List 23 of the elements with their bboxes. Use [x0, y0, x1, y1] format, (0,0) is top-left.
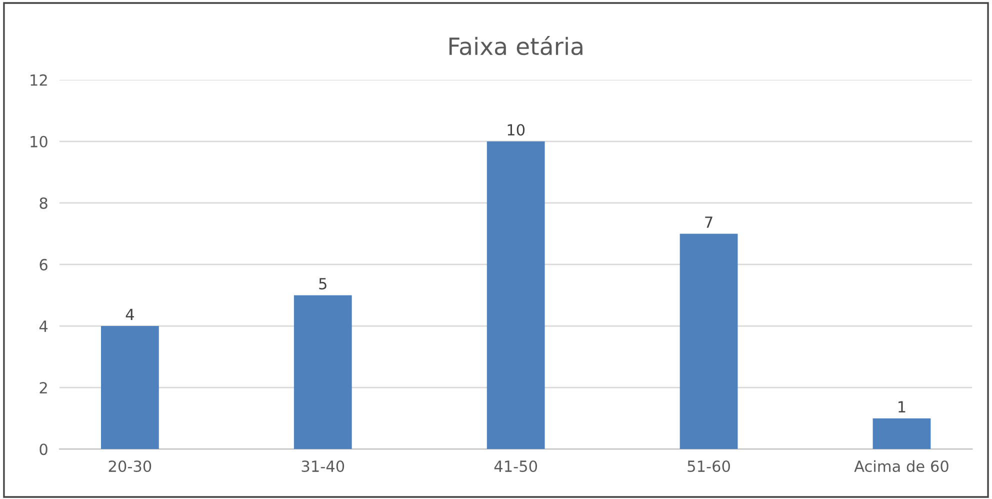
- y-tick-label: 4: [39, 320, 48, 332]
- y-tick-label: 8: [40, 197, 48, 209]
- bar: [101, 326, 159, 450]
- chart-title: Faixa etária: [449, 36, 582, 56]
- x-tick-label: 41-50: [494, 460, 538, 472]
- bar: [294, 295, 352, 450]
- data-label: 10: [508, 124, 525, 136]
- y-tick-label: 2: [40, 382, 47, 394]
- data-label: 1: [898, 401, 906, 412]
- x-tick-label: Acima de 60: [854, 460, 948, 472]
- data-label: 5: [319, 278, 326, 290]
- data-label: 7: [705, 216, 712, 228]
- bar: [872, 418, 931, 450]
- x-tick-label: 31-40: [302, 460, 344, 472]
- y-tick-label: 12: [30, 74, 47, 86]
- x-tick-label: 20-30: [108, 460, 152, 472]
- y-tick-label: 10: [30, 136, 48, 148]
- y-tick-label: 6: [40, 258, 48, 270]
- bar: [486, 141, 545, 450]
- bar: [680, 234, 738, 450]
- y-tick-label: 0: [40, 444, 48, 456]
- x-tick-label: 51-60: [688, 460, 730, 472]
- data-label: 4: [126, 308, 134, 320]
